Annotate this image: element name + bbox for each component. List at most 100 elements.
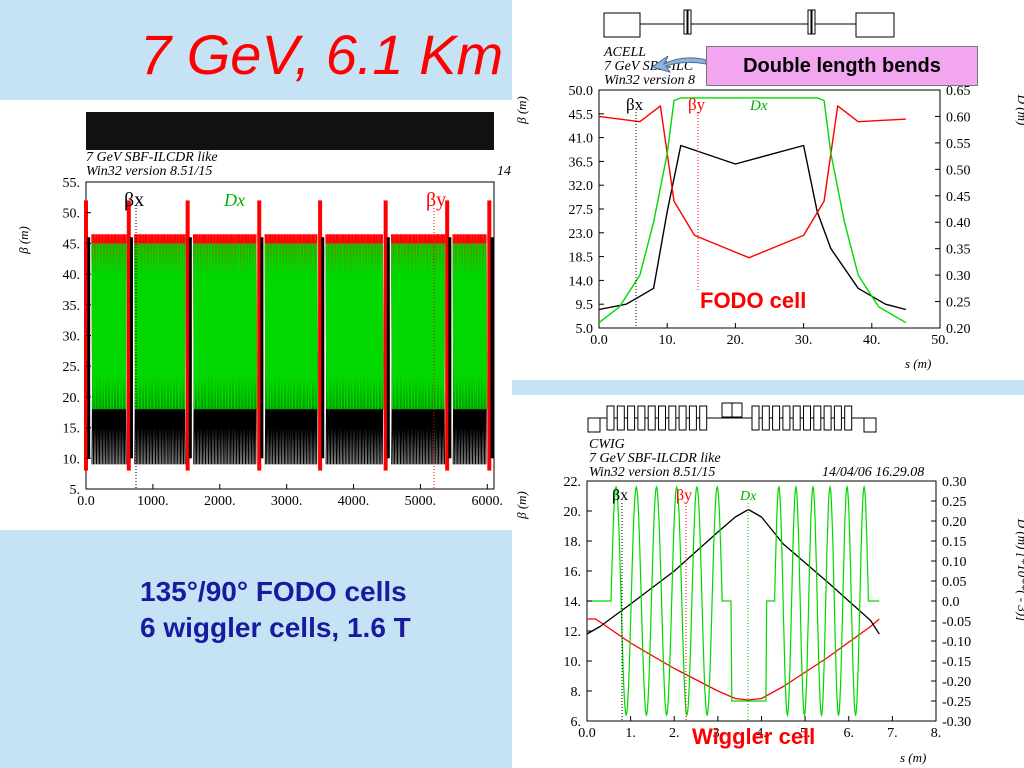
wiggler-header-line-1: CWIG	[589, 437, 625, 452]
ring-straight-beta-x-peak	[260, 237, 264, 459]
fodo-quad	[687, 9, 692, 35]
wiggler-pole	[782, 405, 791, 431]
ring-y-tick-label: 45.	[63, 237, 81, 252]
wiggler-y-right-tick-label: -0.05	[942, 615, 971, 630]
wiggler-x-tick-label: 1.	[625, 726, 636, 741]
fodo-y-right-tick-label: 0.65	[946, 84, 971, 99]
fodo-y-left-tick-label: 45.5	[569, 108, 594, 123]
wiggler-quad	[721, 402, 733, 418]
fodo-y-left-tick-label: 23.0	[569, 227, 594, 242]
ring-y-tick-label: 55.	[63, 176, 81, 191]
fodo-legend-beta-y: βy	[688, 95, 706, 114]
fodo-y-left-tick-label: 9.5	[576, 298, 594, 313]
wiggler-y-left-tick-label: 18.	[564, 535, 582, 550]
wiggler-pole	[803, 405, 811, 431]
wiggler-y-left-tick-label: 10.	[564, 655, 582, 670]
wiggler-pole	[699, 405, 708, 431]
wiggler-x-tick-label: 8.	[931, 726, 942, 741]
wiggler-y-right-tick-label: -0.10	[942, 635, 971, 650]
ring-y-tick-label: 5.	[70, 483, 81, 498]
wiggler-pole	[833, 405, 842, 431]
wiggler-dispersion-line	[587, 484, 880, 718]
wiggler-pole	[668, 405, 677, 431]
ring-straight-beta-y-peak	[126, 200, 131, 471]
fodo-curves	[598, 97, 907, 328]
slide-title: 7 GeV, 6.1 Km	[140, 23, 504, 86]
ring-legend-beta-x: βx	[124, 189, 144, 211]
fodo-x-tick-label: 40.	[863, 333, 881, 348]
wiggler-pole	[751, 405, 760, 431]
fodo-y-left-tick-label: 36.5	[569, 155, 594, 170]
wiggler-y-left-tick-label: 12.	[564, 625, 582, 640]
wiggler-pole	[658, 405, 666, 431]
wiggler-legend-dx: Dx	[739, 489, 757, 504]
ring-straight-beta-y-peak	[257, 200, 262, 471]
wiggler-curves	[586, 484, 880, 721]
fodo-dipole-block	[855, 12, 895, 38]
wiggler-y-right-tick-label: 0.25	[942, 495, 967, 510]
wiggler-y-left-tick-label: 16.	[564, 565, 582, 580]
fodo-y-right-tick-label: 0.60	[946, 110, 971, 125]
fodo-y-right-tick-label: 0.25	[946, 296, 971, 311]
ring-lattice-bar	[86, 112, 494, 150]
ring-straight-beta-y-peak	[445, 200, 450, 471]
wiggler-chart: CWIG 7 GeV SBF-ILCDR like Win32 version …	[514, 402, 1024, 765]
wiggler-pole	[761, 405, 770, 431]
wiggler-x-tick-label: 3.	[713, 726, 724, 741]
wiggler-x-tick-label: 6.	[844, 726, 855, 741]
fodo-y-left-tick-label: 14.0	[569, 274, 594, 289]
fodo-y-right-tick-label: 0.45	[946, 190, 971, 205]
fodo-ylabel-right: D (m)	[1015, 94, 1024, 126]
ring-x-tick-label: 2000.	[204, 494, 236, 509]
fodo-y-left-tick-label: 18.5	[569, 251, 594, 266]
wiggler-chart-panel	[512, 395, 1024, 768]
ring-straight-beta-x-peak	[87, 237, 91, 459]
wiggler-pole	[823, 405, 832, 431]
wiggler-beta-y-line	[587, 618, 880, 701]
ring-straight-beta-x-peak	[448, 237, 452, 459]
fodo-dipole-block	[603, 12, 641, 38]
wiggler-y-left-tick-label: 6.	[571, 715, 582, 730]
fodo-y-right-tick-label: 0.50	[946, 163, 971, 178]
fodo-y-right-tick-label: 0.20	[946, 322, 971, 337]
fodo-quad	[683, 9, 688, 35]
fodo-y-right-tick-label: 0.30	[946, 269, 971, 284]
ring-lattice-block	[86, 112, 494, 150]
body-line-1: 135°/90° FODO cells	[140, 576, 407, 607]
body-text: 135°/90° FODO cells 6 wiggler cells, 1.6…	[140, 574, 411, 646]
body-line-2: 6 wiggler cells, 1.6 T	[140, 612, 411, 643]
fodo-y-left-tick-label: 50.0	[569, 84, 594, 99]
fodo-series-line	[598, 105, 906, 259]
callout-arrow	[650, 55, 707, 73]
ring-y-tick-label: 30.	[63, 330, 81, 345]
ring-straight-beta-y-peak	[185, 200, 190, 471]
fodo-y-right-tick-label: 0.55	[946, 137, 971, 152]
ring-y-tick-label: 35.	[63, 299, 81, 314]
wiggler-y-left-tick-label: 8.	[571, 685, 582, 700]
wiggler-y-left-tick-label: 22.	[564, 475, 582, 490]
wiggler-y-right-tick-label: -0.20	[942, 675, 971, 690]
wiggler-y-right-tick-label: -0.25	[942, 695, 971, 710]
fodo-header-line-1: ACELL	[603, 45, 646, 60]
wiggler-pole	[627, 405, 636, 431]
ring-chart: 7 GeV SBF-ILCDR like Win32 version 8.51/…	[16, 112, 511, 509]
ring-y-tick-label: 10.	[63, 452, 81, 467]
fodo-lattice-bar	[603, 9, 895, 38]
ring-header-line-2: Win32 version 8.51/15	[86, 164, 212, 179]
wiggler-quad	[863, 417, 877, 433]
ring-straight-beta-y-peak	[383, 200, 388, 471]
wiggler-ylabel-left: β (m)	[514, 491, 529, 520]
wiggler-xlabel: s (m)	[900, 750, 926, 765]
fodo-x-tick-label: 0.0	[590, 333, 608, 348]
ring-straight-beta-y-peak	[487, 200, 492, 471]
fodo-quad	[807, 9, 812, 35]
fodo-x-tick-label: 20.	[727, 333, 745, 348]
fodo-series-line	[598, 144, 907, 311]
fodo-legend-beta-x: βx	[626, 95, 644, 114]
fodo-legend-dx: Dx	[749, 98, 768, 114]
ring-x-tick-label: 3000.	[271, 494, 303, 509]
wiggler-cell-label: Wiggler cell	[692, 724, 816, 749]
wiggler-x-tick-label: 5.	[800, 726, 811, 741]
wiggler-quad	[587, 417, 601, 433]
